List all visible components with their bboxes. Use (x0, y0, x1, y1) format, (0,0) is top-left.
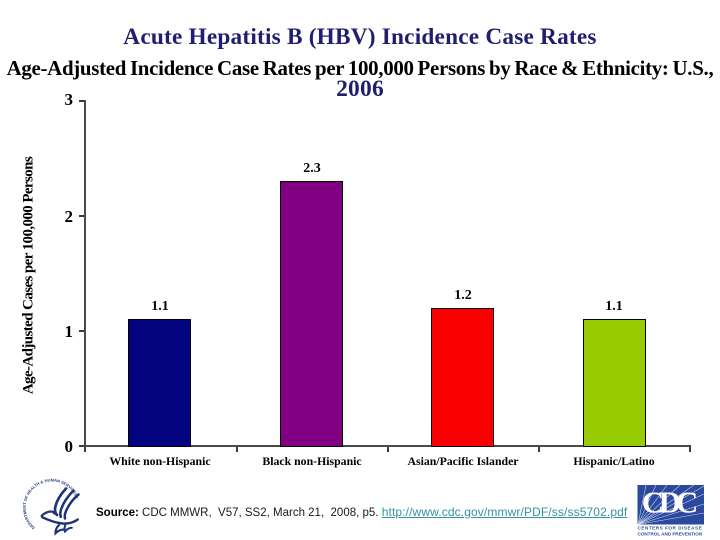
svg-text:CDC: CDC (642, 485, 699, 520)
svg-text:CENTERS FOR DISEASE: CENTERS FOR DISEASE (638, 525, 703, 530)
svg-text:CONTROL AND PREVENTION: CONTROL AND PREVENTION (638, 531, 703, 536)
